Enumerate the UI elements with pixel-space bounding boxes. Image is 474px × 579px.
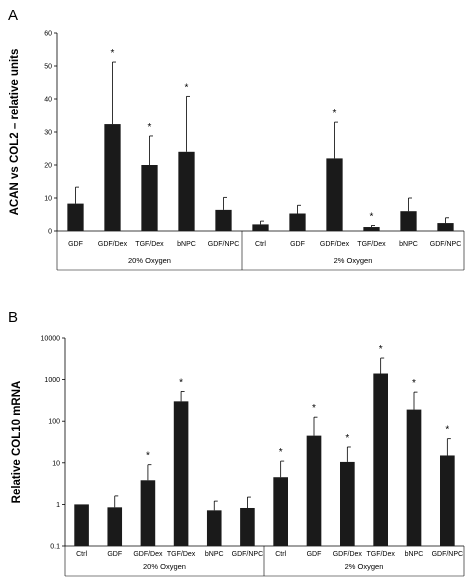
y-axis-title: Relative COL10 mRNA	[11, 381, 23, 504]
category-label: Ctrl	[76, 551, 87, 558]
y-tick-label: 20	[44, 163, 52, 170]
group-label: 2% Oxygen	[334, 256, 373, 265]
group-label: 20% Oxygen	[143, 562, 186, 571]
category-label: GDF/Dex	[333, 551, 363, 558]
category-label: bNPC	[399, 241, 418, 248]
significance-star: *	[379, 344, 383, 355]
bar	[306, 435, 322, 546]
category-label: bNPC	[205, 551, 224, 558]
bar	[141, 165, 158, 231]
bar	[273, 477, 288, 546]
category-label: Ctrl	[275, 551, 286, 558]
bar	[107, 507, 123, 546]
bar	[326, 158, 343, 231]
y-tick-label: 100	[48, 419, 60, 426]
y-tick-label: 1	[56, 502, 60, 509]
significance-star: *	[111, 48, 115, 59]
category-label: bNPC	[177, 241, 196, 248]
category-label: GDF/Dex	[98, 241, 128, 248]
category-label: GDF/NPC	[430, 241, 462, 248]
significance-star: *	[345, 433, 349, 444]
significance-star: *	[333, 108, 337, 119]
bar	[67, 203, 84, 231]
y-tick-label: 30	[44, 130, 52, 137]
significance-star: *	[146, 451, 150, 462]
category-label: TGF/Dex	[366, 551, 395, 558]
y-tick-label: 0.1	[50, 544, 60, 551]
bar	[440, 455, 455, 546]
category-label: GDF/NPC	[232, 551, 264, 558]
bar	[215, 209, 232, 231]
category-label: GDF/NPC	[432, 551, 464, 558]
panel-label-b: B	[8, 309, 18, 326]
significance-star: *	[312, 403, 316, 414]
significance-star: *	[279, 447, 283, 458]
category-label: GDF	[307, 551, 322, 558]
y-tick-label: 10	[52, 460, 60, 467]
bar	[178, 151, 195, 231]
category-label: TGF/Dex	[167, 551, 196, 558]
bar	[400, 211, 417, 231]
bar	[104, 124, 121, 231]
bar	[240, 507, 255, 546]
y-tick-label: 10	[44, 196, 52, 203]
y-axis-title: ACAN vs COL2 – relative units	[9, 49, 21, 216]
group-label: 20% Oxygen	[128, 256, 171, 265]
bar	[173, 401, 189, 546]
significance-star: *	[370, 211, 374, 222]
bar	[74, 504, 89, 546]
bar	[406, 409, 422, 546]
category-label: GDF/Dex	[320, 241, 350, 248]
significance-star: *	[179, 377, 183, 388]
significance-star: *	[148, 122, 152, 133]
category-label: GDF	[290, 241, 305, 248]
bar	[252, 224, 269, 231]
y-tick-label: 10000	[41, 336, 61, 343]
category-label: GDF/Dex	[133, 551, 163, 558]
category-label: TGF/Dex	[135, 241, 164, 248]
category-label: GDF/NPC	[208, 241, 240, 248]
category-label: Ctrl	[255, 241, 266, 248]
bar	[140, 480, 156, 546]
bar	[340, 461, 355, 546]
bar	[373, 373, 388, 546]
bar	[289, 213, 306, 231]
bar	[437, 223, 454, 231]
y-tick-label: 0	[48, 229, 52, 236]
y-tick-label: 40	[44, 97, 52, 104]
y-tick-label: 60	[44, 31, 52, 38]
significance-star: *	[412, 378, 416, 389]
bar	[363, 227, 380, 231]
category-label: bNPC	[405, 551, 424, 558]
bar	[206, 510, 222, 546]
group-label: 2% Oxygen	[345, 562, 384, 571]
y-tick-label: 50	[44, 64, 52, 71]
panel-label-a: A	[8, 7, 18, 24]
significance-star: *	[185, 82, 189, 93]
category-label: GDF	[68, 241, 83, 248]
category-label: TGF/Dex	[357, 241, 386, 248]
significance-star: *	[445, 425, 449, 436]
y-tick-label: 1000	[44, 377, 60, 384]
category-label: GDF	[107, 551, 122, 558]
